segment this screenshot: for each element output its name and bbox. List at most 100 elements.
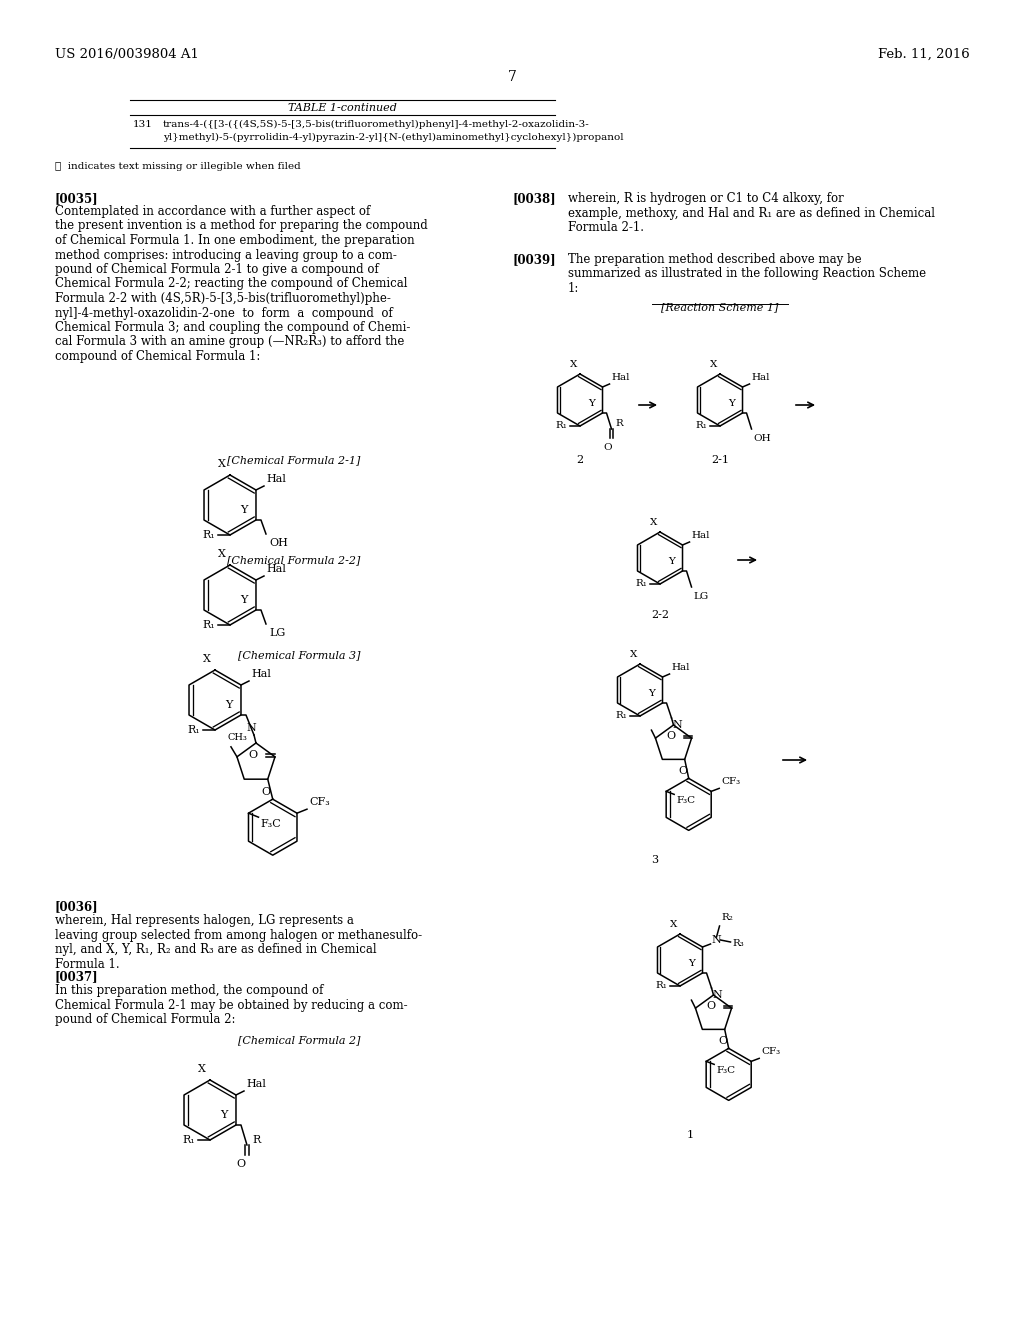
Text: Hal: Hal [691, 531, 710, 540]
Text: [Chemical Formula 3]: [Chemical Formula 3] [238, 649, 360, 660]
Text: Formula 1.: Formula 1. [55, 957, 120, 970]
Text: R: R [615, 420, 624, 429]
Text: TABLE 1-continued: TABLE 1-continued [288, 103, 396, 114]
Text: ⓘ  indicates text missing or illegible when filed: ⓘ indicates text missing or illegible wh… [55, 162, 301, 172]
Text: [Chemical Formula 2]: [Chemical Formula 2] [238, 1035, 360, 1045]
Text: O: O [248, 750, 257, 760]
Text: O: O [261, 787, 270, 797]
Text: Hal: Hal [266, 564, 286, 574]
Text: R₁: R₁ [555, 421, 567, 430]
Text: CF₃: CF₃ [309, 797, 330, 808]
Text: [Chemical Formula 2-2]: [Chemical Formula 2-2] [226, 554, 360, 565]
Text: Y: Y [688, 960, 695, 969]
Text: X: X [198, 1064, 206, 1074]
Text: X: X [710, 360, 717, 370]
Text: Hal: Hal [246, 1078, 266, 1089]
Text: F₃C: F₃C [676, 796, 695, 805]
Text: Y: Y [225, 700, 232, 710]
Text: CF₃: CF₃ [761, 1047, 780, 1056]
Text: N: N [673, 719, 682, 730]
Text: OH: OH [754, 434, 771, 444]
Text: wherein, Hal represents halogen, LG represents a: wherein, Hal represents halogen, LG repr… [55, 913, 354, 927]
Text: LG: LG [693, 591, 709, 601]
Text: cal Formula 3 with an amine group (—NR₂R₃) to afford the: cal Formula 3 with an amine group (—NR₂R… [55, 335, 404, 348]
Text: X: X [203, 653, 211, 664]
Text: R₁: R₁ [615, 711, 627, 721]
Text: nyl, and X, Y, R₁, R₂ and R₃ are as defined in Chemical: nyl, and X, Y, R₁, R₂ and R₃ are as defi… [55, 942, 377, 956]
Text: the present invention is a method for preparing the compound: the present invention is a method for pr… [55, 219, 428, 232]
Text: leaving group selected from among halogen or methanesulfo-: leaving group selected from among haloge… [55, 928, 422, 941]
Text: trans-4-({[3-({(4S,5S)-5-[3,5-bis(trifluoromethyl)phenyl]-4-methyl-2-oxazolidin-: trans-4-({[3-({(4S,5S)-5-[3,5-bis(triflu… [163, 120, 590, 129]
Text: method comprises: introducing a leaving group to a com-: method comprises: introducing a leaving … [55, 248, 397, 261]
Text: example, methoxy, and Hal and R₁ are as defined in Chemical: example, methoxy, and Hal and R₁ are as … [568, 206, 935, 219]
Text: Y: Y [728, 400, 735, 408]
Text: 2-2: 2-2 [651, 610, 669, 620]
Text: R₂: R₂ [722, 913, 733, 921]
Text: Y: Y [240, 506, 248, 515]
Text: 131: 131 [133, 120, 153, 129]
Text: R₁: R₁ [182, 1135, 195, 1144]
Text: 2-1: 2-1 [711, 455, 729, 465]
Text: F₃C: F₃C [260, 820, 282, 829]
Text: X: X [670, 920, 677, 929]
Text: compound of Chemical Formula 1:: compound of Chemical Formula 1: [55, 350, 260, 363]
Text: R₁: R₁ [203, 620, 215, 630]
Text: R₁: R₁ [187, 725, 200, 735]
Text: X: X [630, 649, 637, 659]
Text: Formula 2-2 with (4S,5R)-5-[3,5-bis(trifluoromethyl)phe-: Formula 2-2 with (4S,5R)-5-[3,5-bis(trif… [55, 292, 391, 305]
Text: R₁: R₁ [655, 982, 667, 990]
Text: 1: 1 [686, 1130, 693, 1140]
Text: N: N [712, 935, 721, 945]
Text: R₁: R₁ [635, 579, 647, 589]
Text: Chemical Formula 2-1 may be obtained by reducing a com-: Chemical Formula 2-1 may be obtained by … [55, 998, 408, 1011]
Text: Y: Y [220, 1110, 227, 1119]
Text: CH₃: CH₃ [228, 733, 248, 742]
Text: O: O [237, 1159, 246, 1170]
Text: [0035]: [0035] [55, 191, 98, 205]
Text: summarized as illustrated in the following Reaction Scheme: summarized as illustrated in the followi… [568, 268, 926, 281]
Text: OH: OH [269, 539, 288, 548]
Text: R₁: R₁ [203, 531, 215, 540]
Text: R₁: R₁ [695, 421, 707, 430]
Text: Hal: Hal [266, 474, 286, 484]
Text: O: O [678, 767, 687, 776]
Text: Chemical Formula 3; and coupling the compound of Chemi-: Chemical Formula 3; and coupling the com… [55, 321, 411, 334]
Text: X: X [569, 360, 577, 370]
Text: O: O [603, 444, 611, 451]
Text: In this preparation method, the compound of: In this preparation method, the compound… [55, 983, 324, 997]
Text: F₃C: F₃C [716, 1067, 735, 1076]
Text: Y: Y [240, 595, 248, 605]
Text: Hal: Hal [251, 669, 271, 678]
Text: Chemical Formula 2-2; reacting the compound of Chemical: Chemical Formula 2-2; reacting the compo… [55, 277, 408, 290]
Text: O: O [667, 731, 676, 741]
Text: Formula 2-1.: Formula 2-1. [568, 220, 644, 234]
Text: 2: 2 [577, 455, 584, 465]
Text: 7: 7 [508, 70, 516, 84]
Text: N: N [713, 990, 722, 1001]
Text: X: X [218, 549, 226, 558]
Text: US 2016/0039804 A1: US 2016/0039804 A1 [55, 48, 199, 61]
Text: LG: LG [269, 628, 286, 638]
Text: yl}methyl)-5-(pyrrolidin-4-yl)pyrazin-2-yl]{N-(ethyl)aminomethyl}cyclohexyl})pro: yl}methyl)-5-(pyrrolidin-4-yl)pyrazin-2-… [163, 133, 624, 143]
Text: pound of Chemical Formula 2:: pound of Chemical Formula 2: [55, 1012, 236, 1026]
Text: Feb. 11, 2016: Feb. 11, 2016 [879, 48, 970, 61]
Text: Y: Y [588, 400, 595, 408]
Text: pound of Chemical Formula 2-1 to give a compound of: pound of Chemical Formula 2-1 to give a … [55, 263, 379, 276]
Text: Contemplated in accordance with a further aspect of: Contemplated in accordance with a furthe… [55, 205, 371, 218]
Text: Hal: Hal [611, 374, 630, 381]
Text: [Chemical Formula 2-1]: [Chemical Formula 2-1] [226, 455, 360, 465]
Text: R: R [252, 1135, 260, 1144]
Text: R₃: R₃ [732, 940, 744, 949]
Text: O: O [707, 1001, 716, 1011]
Text: 1:: 1: [568, 282, 580, 294]
Text: Hal: Hal [752, 374, 770, 381]
Text: [0039]: [0039] [512, 253, 556, 267]
Text: nyl]-4-methyl-oxazolidin-2-one  to  form  a  compound  of: nyl]-4-methyl-oxazolidin-2-one to form a… [55, 306, 393, 319]
Text: The preparation method described above may be: The preparation method described above m… [568, 253, 861, 267]
Text: O: O [718, 1036, 727, 1047]
Text: Y: Y [668, 557, 675, 566]
Text: [Reaction Scheme 1]: [Reaction Scheme 1] [662, 302, 778, 312]
Text: Hal: Hal [672, 663, 690, 672]
Text: [0036]: [0036] [55, 900, 98, 913]
Text: X: X [649, 517, 657, 527]
